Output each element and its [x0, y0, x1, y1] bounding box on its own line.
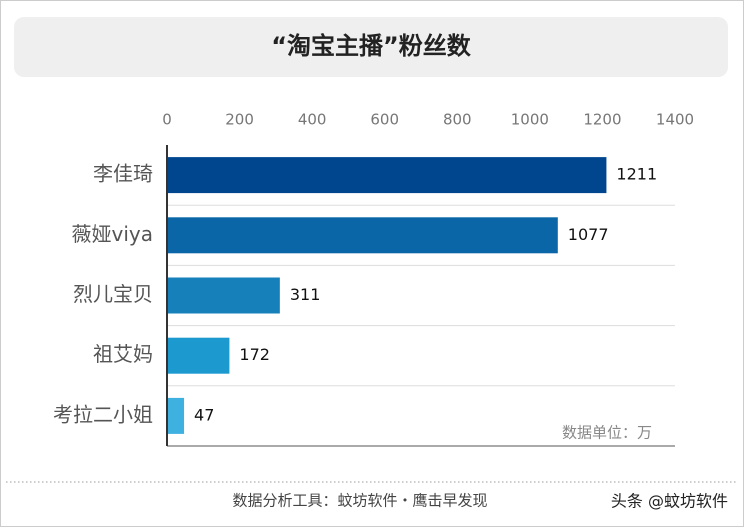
x-tick-label: 1200 — [583, 111, 621, 129]
value-label: 1077 — [568, 225, 609, 244]
bar — [167, 157, 607, 194]
watermark: 头条 @蚊坊软件 — [611, 492, 728, 511]
bar — [167, 277, 280, 314]
x-tick-label: 1000 — [511, 111, 549, 129]
unit-note: 数据单位：万 — [562, 424, 652, 442]
value-label: 47 — [194, 405, 214, 424]
y-tick-label: 烈儿宝贝 — [73, 282, 153, 306]
value-label: 1211 — [616, 165, 657, 184]
x-tick-label: 200 — [225, 111, 254, 129]
x-tick-label: 400 — [298, 111, 327, 129]
x-tick-label: 1400 — [656, 111, 694, 129]
bar — [167, 337, 230, 374]
bar — [167, 397, 185, 434]
y-tick-label: 李佳琦 — [93, 162, 153, 186]
chart-title: “淘宝主播”粉丝数 — [271, 32, 472, 60]
y-tick-label: 考拉二小姐 — [53, 402, 153, 426]
y-tick-label: 祖艾妈 — [93, 342, 153, 366]
footer: 数据分析工具：蚊坊软件・鹰击早发现 — [232, 492, 487, 510]
value-label: 172 — [239, 345, 270, 364]
bar — [167, 217, 558, 254]
x-tick-label: 0 — [162, 111, 172, 129]
value-label: 311 — [290, 285, 321, 304]
y-tick-label: 薇娅viya — [72, 222, 153, 246]
x-tick-label: 600 — [370, 111, 399, 129]
x-tick-label: 800 — [443, 111, 472, 129]
title-box — [14, 17, 728, 77]
